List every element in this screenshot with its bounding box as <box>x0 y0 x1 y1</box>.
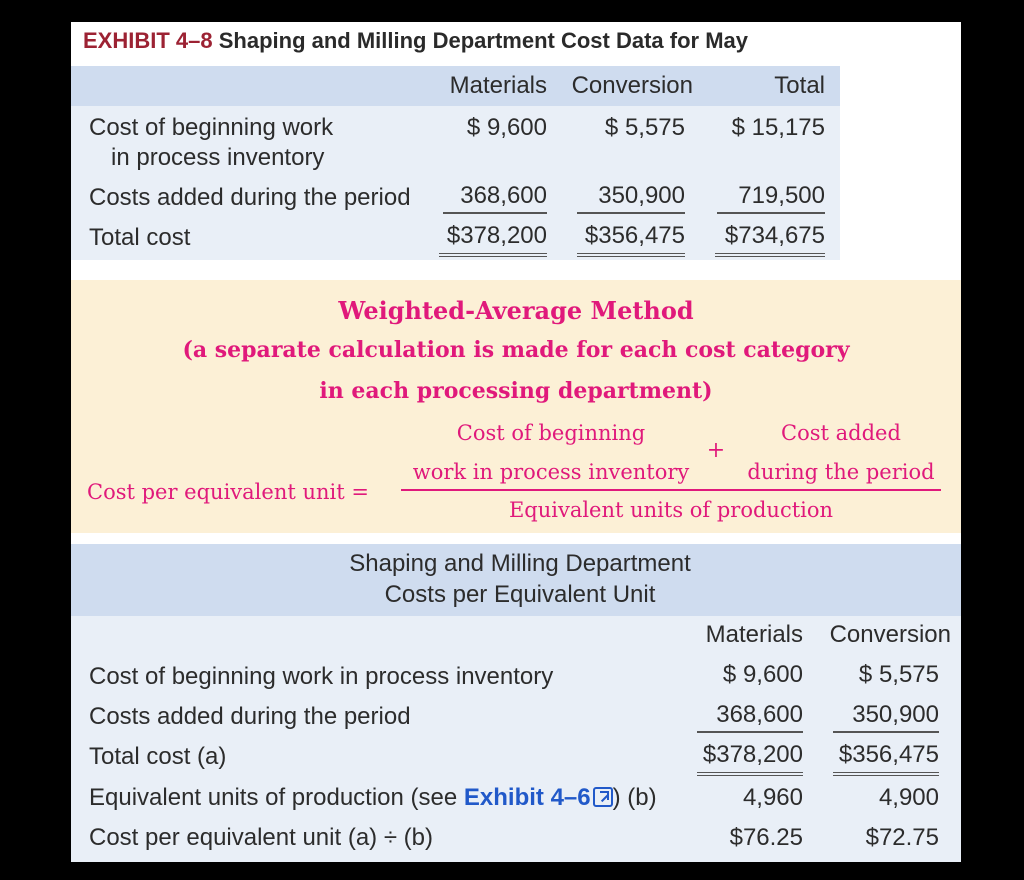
pu-label-cost-per-unit: Cost per equivalent unit (a) ÷ (b) <box>89 824 433 851</box>
cell-added-conversion: 350,900 <box>577 182 685 214</box>
pu-equivalent-conversion: 4,900 <box>878 784 939 811</box>
pu-equivalent-units-text: Equivalent units of production (see <box>89 784 464 811</box>
numerator-left-1: Cost of beginning <box>456 421 646 445</box>
cell-beginning-conversion: $ 5,575 <box>604 114 685 141</box>
method-subheading-1: (a separate calculation is made for each… <box>182 337 850 363</box>
numerator-right-2: during the period <box>747 460 935 484</box>
cell-total-materials: $378,200 <box>439 222 547 257</box>
denominator: Equivalent units of production <box>508 498 834 522</box>
pu-total-materials: $378,200 <box>697 741 803 776</box>
exhibit-4-6-link[interactable]: Exhibit 4–6 <box>463 784 591 811</box>
pu-beginning-materials: $ 9,600 <box>722 661 803 688</box>
per-unit-heading-1: Shaping and Milling Department <box>349 550 691 577</box>
exhibit-heading: Shaping and Milling Department Cost Data… <box>218 28 749 53</box>
row-label-total-cost: Total cost <box>89 224 191 251</box>
plus-sign: + <box>706 438 726 463</box>
cell-added-materials: 368,600 <box>443 182 547 214</box>
cost-data-body-band <box>71 106 840 260</box>
pu-equivalent-units-suffix: ) (b) <box>612 784 657 811</box>
per-unit-header-band <box>71 544 961 616</box>
cell-total-conversion: $356,475 <box>577 222 685 257</box>
external-link-icon[interactable] <box>592 787 613 807</box>
pu-label-beginning-wip: Cost of beginning work in process invent… <box>89 663 554 690</box>
method-heading: Weighted-Average Method <box>338 296 694 325</box>
per-unit-heading-2: Costs per Equivalent Unit <box>384 581 656 608</box>
row-label-beginning-wip-2: in process inventory <box>111 144 325 171</box>
pu-label-total-cost: Total cost (a) <box>89 743 227 770</box>
per-unit-body-band <box>71 616 961 862</box>
formula-panel: Weighted-Average Method (a separate calc… <box>71 280 961 533</box>
row-label-costs-added: Costs added during the period <box>89 184 411 211</box>
cell-beginning-materials: $ 9,600 <box>466 114 547 141</box>
row-label-beginning-wip: Cost of beginning work <box>89 114 334 141</box>
col-header-total: Total <box>774 72 825 99</box>
pu-added-conversion: 350,900 <box>833 701 939 733</box>
pu-added-materials: 368,600 <box>697 701 803 733</box>
col-header-conversion: Conversion <box>571 72 693 99</box>
cost-data-header-band <box>71 66 840 106</box>
fraction-bar <box>401 489 941 491</box>
pu-cpu-materials: $76.25 <box>729 824 803 851</box>
numerator-right-1: Cost added <box>781 421 901 445</box>
pu-equivalent-materials: 4,960 <box>742 784 803 811</box>
pu-beginning-conversion: $ 5,575 <box>858 661 939 688</box>
numerator-left-2: work in process inventory <box>412 460 690 484</box>
pu-label-equivalent-units: Equivalent units of production (see Exhi… <box>89 784 657 812</box>
pu-total-conversion: $356,475 <box>833 741 939 776</box>
exhibit-number: EXHIBIT 4–8 <box>83 28 213 53</box>
formula-lhs: Cost per equivalent unit = <box>87 480 369 504</box>
cell-beginning-total: $ 15,175 <box>731 114 825 141</box>
col-header-materials: Materials <box>449 72 547 99</box>
method-subheading-2: in each processing department) <box>319 378 713 404</box>
per-unit-col-conversion: Conversion <box>829 621 951 648</box>
exhibit-panel: EXHIBIT 4–8 Shaping and Milling Departme… <box>71 22 961 862</box>
pu-cpu-conversion: $72.75 <box>865 824 939 851</box>
per-unit-col-materials: Materials <box>705 621 803 648</box>
pu-label-costs-added: Costs added during the period <box>89 703 411 730</box>
exhibit-title: EXHIBIT 4–8 Shaping and Milling Departme… <box>83 28 748 54</box>
cell-added-total: 719,500 <box>717 182 825 214</box>
cell-total-total: $734,675 <box>715 222 825 257</box>
